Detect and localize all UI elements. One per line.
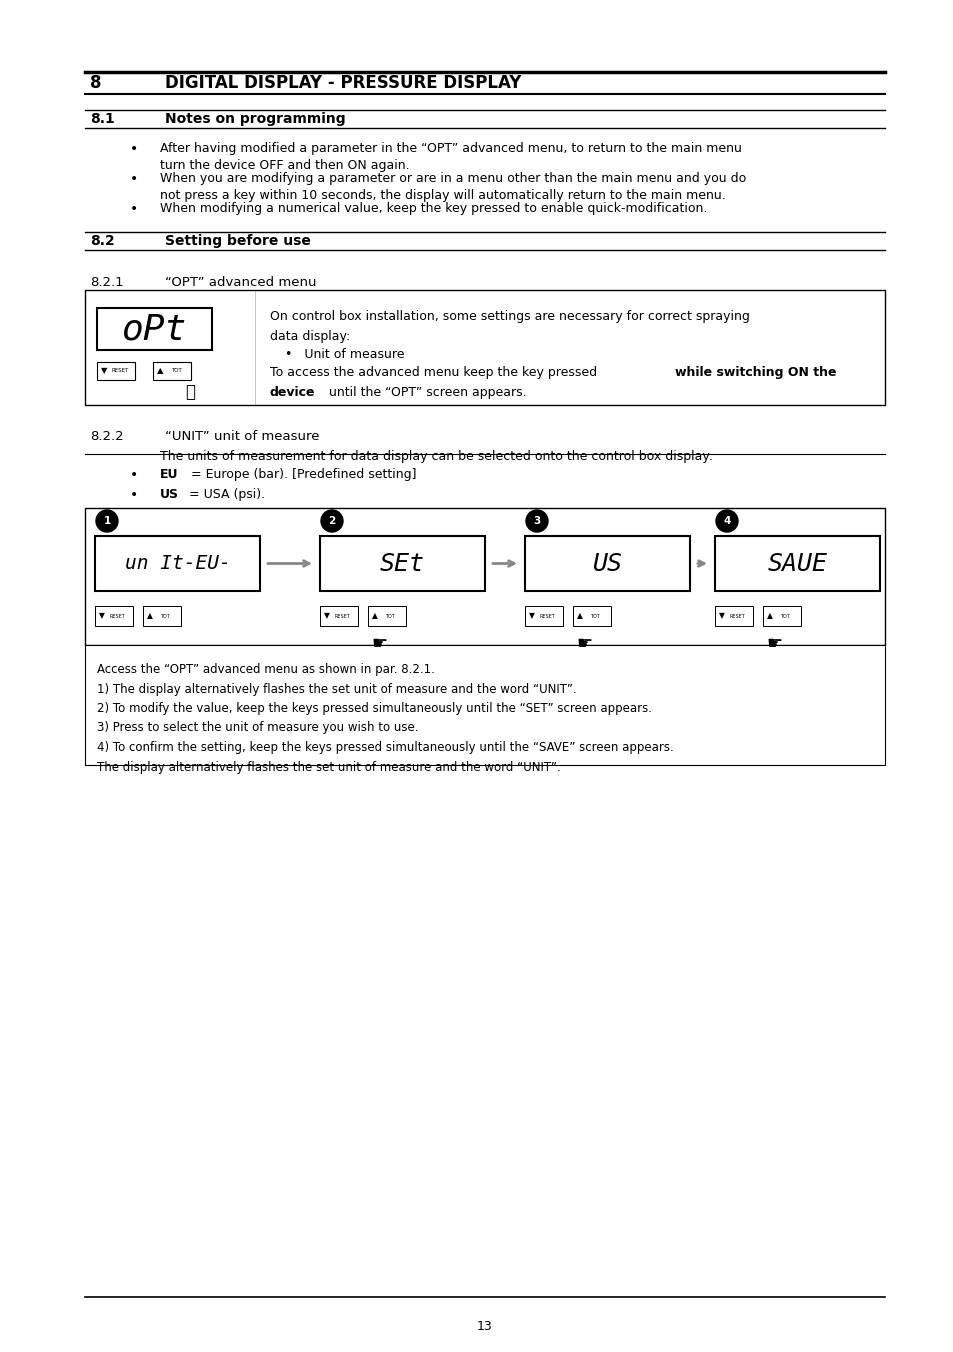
Bar <box>524 606 562 626</box>
Bar <box>368 606 406 626</box>
Bar <box>714 606 752 626</box>
Text: ▲: ▲ <box>156 366 163 376</box>
Text: ▼: ▼ <box>99 611 105 621</box>
Text: 8.2: 8.2 <box>90 234 114 247</box>
Text: 4: 4 <box>722 516 730 526</box>
Text: RESET: RESET <box>109 614 125 618</box>
Text: 3: 3 <box>533 516 540 526</box>
Bar <box>714 535 879 591</box>
Text: oPt: oPt <box>122 312 187 346</box>
Text: 4) To confirm the setting, keep the keys pressed simultaneously until the “SAVE”: 4) To confirm the setting, keep the keys… <box>97 741 673 754</box>
Text: To access the advanced menu keep the key pressed: To access the advanced menu keep the key… <box>270 366 600 379</box>
Text: •: • <box>130 142 138 155</box>
Text: ▲: ▲ <box>147 611 152 621</box>
Text: US: US <box>592 552 622 576</box>
Text: while switching ON the: while switching ON the <box>675 366 836 379</box>
Text: ☛: ☛ <box>577 635 593 653</box>
Text: •: • <box>130 172 138 187</box>
Text: 1: 1 <box>103 516 111 526</box>
Bar <box>143 606 181 626</box>
Text: RESET: RESET <box>334 614 350 618</box>
Text: On control box installation, some settings are necessary for correct spraying: On control box installation, some settin… <box>270 310 749 323</box>
Text: “UNIT” unit of measure: “UNIT” unit of measure <box>165 430 319 443</box>
Text: 1) The display alternatively flashes the set unit of measure and the word “UNIT”: 1) The display alternatively flashes the… <box>97 683 576 695</box>
Text: When you are modifying a parameter or are in a menu other than the main menu and: When you are modifying a parameter or ar… <box>160 172 745 201</box>
Text: 8.1: 8.1 <box>90 112 114 126</box>
Text: 8.2.2: 8.2.2 <box>90 430 124 443</box>
Text: ▲: ▲ <box>766 611 772 621</box>
Circle shape <box>716 510 738 531</box>
Bar <box>95 606 132 626</box>
Text: •: • <box>130 488 138 502</box>
Text: Setting before use: Setting before use <box>165 234 311 247</box>
Text: device: device <box>270 387 315 399</box>
Text: Access the “OPT” advanced menu as shown in par. 8.2.1.: Access the “OPT” advanced menu as shown … <box>97 662 435 676</box>
Text: ▼: ▼ <box>719 611 724 621</box>
Text: RESET: RESET <box>728 614 744 618</box>
Text: data display:: data display: <box>270 330 350 343</box>
Text: SEt: SEt <box>379 552 424 576</box>
Text: DIGITAL DISPLAY - PRESSURE DISPLAY: DIGITAL DISPLAY - PRESSURE DISPLAY <box>165 74 521 92</box>
Text: The units of measurement for data display can be selected onto the control box d: The units of measurement for data displa… <box>160 450 713 462</box>
Bar <box>524 535 689 591</box>
Bar <box>152 362 191 380</box>
Bar <box>97 362 135 380</box>
Text: TOT: TOT <box>160 614 170 618</box>
Text: TOT: TOT <box>780 614 789 618</box>
Text: until the “OPT” screen appears.: until the “OPT” screen appears. <box>325 387 526 399</box>
Text: US: US <box>160 488 179 502</box>
Text: 8.2.1: 8.2.1 <box>90 277 124 289</box>
Text: “OPT” advanced menu: “OPT” advanced menu <box>165 277 316 289</box>
Bar <box>85 645 884 765</box>
Bar <box>85 508 884 645</box>
Text: TOT: TOT <box>590 614 599 618</box>
Text: ☛: ☛ <box>766 635 782 653</box>
Text: 13: 13 <box>476 1320 493 1333</box>
Text: 8: 8 <box>90 74 101 92</box>
Bar <box>319 606 357 626</box>
Text: ▼: ▼ <box>529 611 535 621</box>
Text: Notes on programming: Notes on programming <box>165 112 345 126</box>
Text: •: • <box>130 201 138 216</box>
Text: ▼: ▼ <box>324 611 330 621</box>
Text: 2: 2 <box>328 516 335 526</box>
Text: RESET: RESET <box>538 614 555 618</box>
Text: = USA (psi).: = USA (psi). <box>185 488 265 502</box>
Text: ☛: ☛ <box>372 635 388 653</box>
Text: RESET: RESET <box>112 369 129 373</box>
Text: TOT: TOT <box>385 614 395 618</box>
Bar <box>762 606 801 626</box>
Text: = Europe (bar). [Predefined setting]: = Europe (bar). [Predefined setting] <box>187 468 416 481</box>
Text: When modifying a numerical value, keep the key pressed to enable quick-modificat: When modifying a numerical value, keep t… <box>160 201 706 215</box>
Text: ▼: ▼ <box>101 366 107 376</box>
Text: 2) To modify the value, keep the keys pressed simultaneously until the “SET” scr: 2) To modify the value, keep the keys pr… <box>97 702 651 715</box>
Text: TOT: TOT <box>171 369 181 373</box>
Text: ▲: ▲ <box>577 611 582 621</box>
Text: EU: EU <box>160 468 178 481</box>
Bar <box>95 535 260 591</box>
Text: SAUE: SAUE <box>767 552 826 576</box>
Text: After having modified a parameter in the “OPT” advanced menu, to return to the m: After having modified a parameter in the… <box>160 142 741 172</box>
Text: ✋: ✋ <box>185 383 194 402</box>
Bar <box>97 308 212 350</box>
Text: The display alternatively flashes the set unit of measure and the word “UNIT”.: The display alternatively flashes the se… <box>97 760 560 773</box>
Circle shape <box>96 510 118 531</box>
Bar <box>573 606 610 626</box>
Text: •   Unit of measure: • Unit of measure <box>285 347 404 361</box>
Bar <box>85 289 884 406</box>
Bar <box>319 535 484 591</box>
Text: 3) Press to select the unit of measure you wish to use.: 3) Press to select the unit of measure y… <box>97 722 418 734</box>
Circle shape <box>320 510 343 531</box>
Circle shape <box>525 510 547 531</box>
Text: ▲: ▲ <box>372 611 377 621</box>
Text: •: • <box>130 468 138 483</box>
Text: un It-EU-: un It-EU- <box>125 554 230 573</box>
